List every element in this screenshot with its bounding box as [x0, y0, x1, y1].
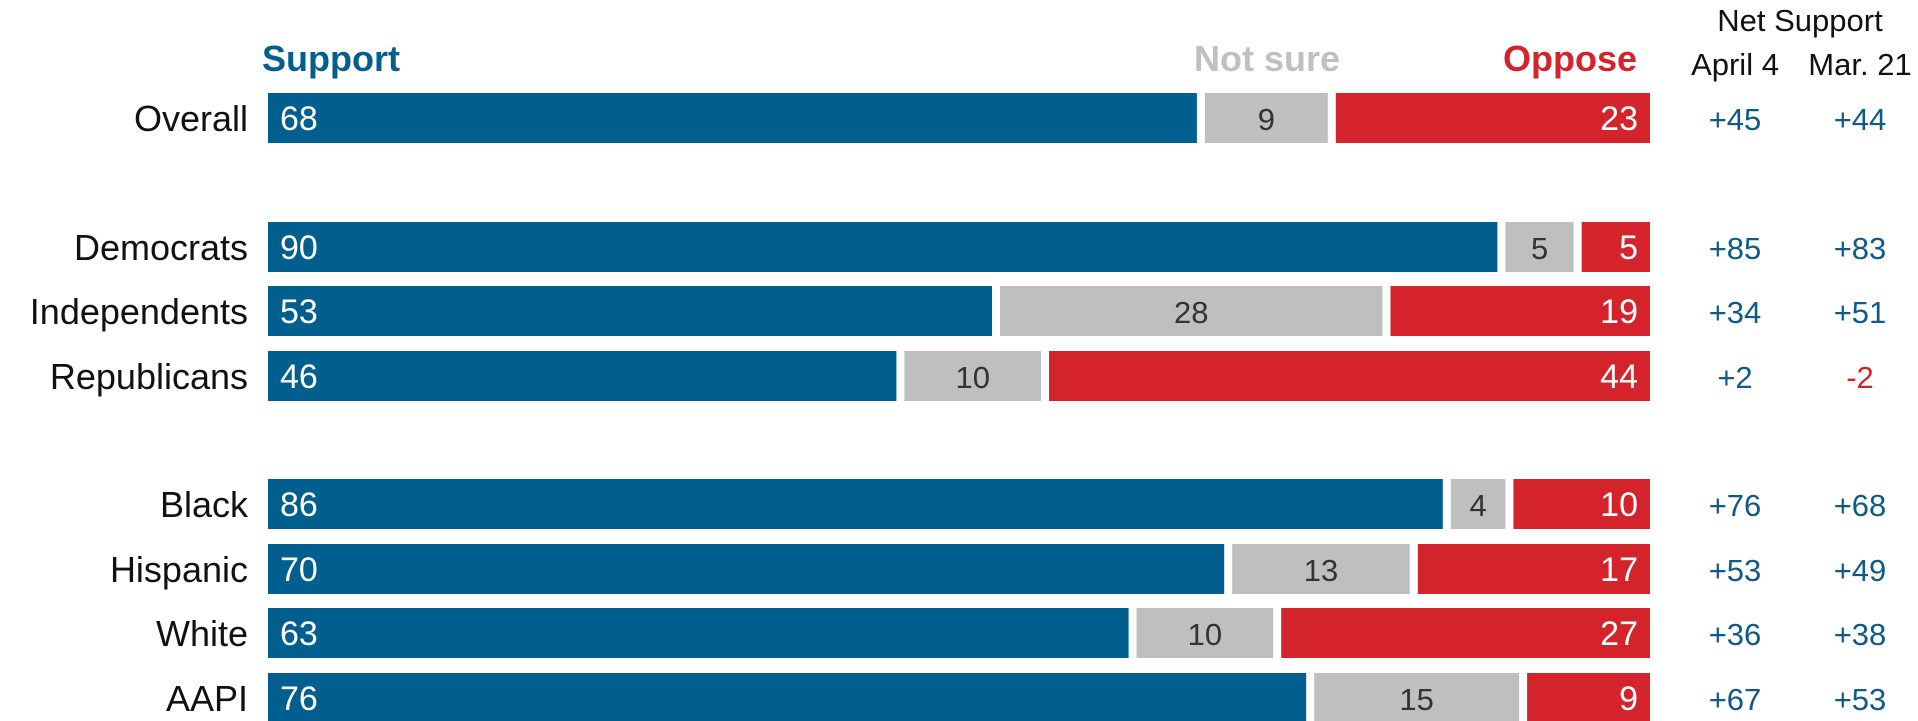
value-label-not-sure-overall: 9 [1258, 102, 1275, 137]
bar-oppose-republicans [1049, 351, 1650, 401]
legend-support: Support [262, 38, 400, 79]
value-label-oppose-white: 27 [1600, 615, 1638, 653]
bar-oppose-independents [1390, 286, 1650, 336]
bar-not-sure-republicans [904, 351, 1041, 401]
bar-support-democrats [268, 222, 1498, 272]
value-label-support-independents: 53 [280, 293, 318, 331]
category-label-republicans: Republicans [50, 356, 248, 397]
net-mar21-overall: +44 [1834, 102, 1887, 137]
net-mar21-republicans: -2 [1846, 360, 1874, 395]
value-label-oppose-republicans: 44 [1600, 358, 1638, 396]
value-label-oppose-hispanic: 17 [1600, 551, 1638, 589]
bar-oppose-hispanic [1417, 544, 1650, 594]
net-mar21-independents: +51 [1834, 295, 1887, 330]
category-label-black: Black [160, 484, 249, 525]
bar-not-sure-independents [1000, 286, 1383, 336]
bar-not-sure-overall [1204, 93, 1328, 143]
bar-not-sure-black [1450, 479, 1506, 529]
bar-support-overall [268, 93, 1197, 143]
net-april4-aapi: +67 [1709, 682, 1762, 717]
value-label-not-sure-republicans: 10 [955, 360, 989, 395]
category-label-hispanic: Hispanic [110, 549, 248, 590]
net-column-mar21: Mar. 21 [1808, 47, 1911, 82]
value-label-support-democrats: 90 [280, 229, 318, 267]
value-label-support-black: 86 [280, 486, 318, 524]
bar-support-aapi [268, 673, 1307, 721]
net-support-title: Net Support [1717, 3, 1883, 38]
bar-oppose-black [1513, 479, 1650, 529]
value-label-oppose-aapi: 9 [1619, 680, 1638, 718]
chart-rows: Overall 68 9 23 +45 +44 Democrats 90 5 5 +85 +83 Ind… [30, 93, 1887, 721]
bar-not-sure-white [1136, 608, 1274, 658]
net-april4-white: +36 [1709, 617, 1762, 652]
value-label-not-sure-hispanic: 13 [1304, 553, 1338, 588]
value-label-support-aapi: 76 [280, 680, 318, 718]
bar-not-sure-aapi [1314, 673, 1520, 721]
bar-oppose-overall [1335, 93, 1650, 143]
net-april4-hispanic: +53 [1709, 553, 1762, 588]
value-label-not-sure-democrats: 5 [1531, 231, 1548, 266]
bar-not-sure-hispanic [1232, 544, 1410, 594]
bar-support-independents [268, 286, 992, 336]
bar-oppose-aapi [1527, 673, 1650, 721]
net-mar21-democrats: +83 [1834, 231, 1887, 266]
value-label-oppose-independents: 19 [1600, 293, 1638, 331]
value-label-support-republicans: 46 [280, 358, 318, 396]
category-label-overall: Overall [134, 98, 248, 139]
headers: Support Not sure Oppose Net Support Apri… [262, 3, 1912, 82]
value-label-support-white: 63 [280, 615, 318, 653]
category-label-independents: Independents [30, 291, 248, 332]
category-label-white: White [156, 613, 248, 654]
value-label-not-sure-white: 10 [1188, 617, 1222, 652]
net-april4-independents: +34 [1709, 295, 1762, 330]
net-mar21-white: +38 [1834, 617, 1887, 652]
net-april4-democrats: +85 [1709, 231, 1762, 266]
bar-oppose-democrats [1581, 222, 1650, 272]
legend-not-sure: Not sure [1194, 38, 1340, 79]
bar-oppose-white [1281, 608, 1650, 658]
bar-not-sure-democrats [1505, 222, 1574, 272]
category-label-democrats: Democrats [74, 227, 248, 268]
bar-support-republicans [268, 351, 897, 401]
bar-support-hispanic [268, 544, 1225, 594]
net-april4-republicans: +2 [1717, 360, 1752, 395]
category-label-aapi: AAPI [166, 678, 248, 719]
net-mar21-black: +68 [1834, 488, 1887, 523]
bar-support-black [268, 479, 1443, 529]
value-label-support-overall: 68 [280, 100, 318, 138]
value-label-support-hispanic: 70 [280, 551, 318, 589]
value-label-not-sure-independents: 28 [1174, 295, 1208, 330]
value-label-oppose-democrats: 5 [1619, 229, 1638, 267]
legend-oppose: Oppose [1503, 38, 1637, 79]
net-mar21-hispanic: +49 [1834, 553, 1887, 588]
bar-support-white [268, 608, 1129, 658]
net-column-april4: April 4 [1691, 47, 1779, 82]
value-label-oppose-black: 10 [1600, 486, 1638, 524]
value-label-oppose-overall: 23 [1600, 100, 1638, 138]
net-april4-overall: +45 [1709, 102, 1762, 137]
net-mar21-aapi: +53 [1834, 682, 1887, 717]
value-label-not-sure-aapi: 15 [1399, 682, 1433, 717]
net-april4-black: +76 [1709, 488, 1762, 523]
value-label-not-sure-black: 4 [1469, 488, 1486, 523]
